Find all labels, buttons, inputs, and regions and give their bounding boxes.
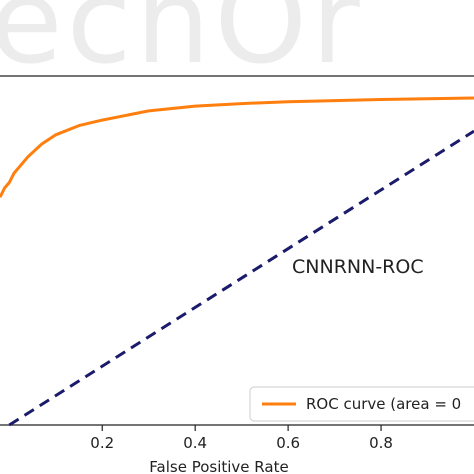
x-tick-label: 0.8 (369, 434, 393, 452)
x-tick-label: 0.6 (276, 434, 300, 452)
legend-box (249, 386, 474, 422)
series-lines (0, 96, 474, 427)
legend: ROC curve (area = 0 (249, 386, 474, 422)
x-ticks: 0.2 0.4 0.6 0.8 (90, 425, 393, 452)
chart-annotation: CNNRNN-ROC (292, 256, 424, 278)
x-tick-label: 0.2 (90, 434, 114, 452)
diagonal-reference-line (8, 129, 474, 427)
watermark-text: echOr (0, 0, 364, 90)
axes (0, 75, 474, 426)
roc-curve-line (0, 96, 474, 198)
legend-label: ROC curve (area = 0 (306, 395, 461, 413)
x-axis-label: False Positive Rate (149, 458, 288, 474)
x-tick-label: 0.4 (183, 434, 207, 452)
